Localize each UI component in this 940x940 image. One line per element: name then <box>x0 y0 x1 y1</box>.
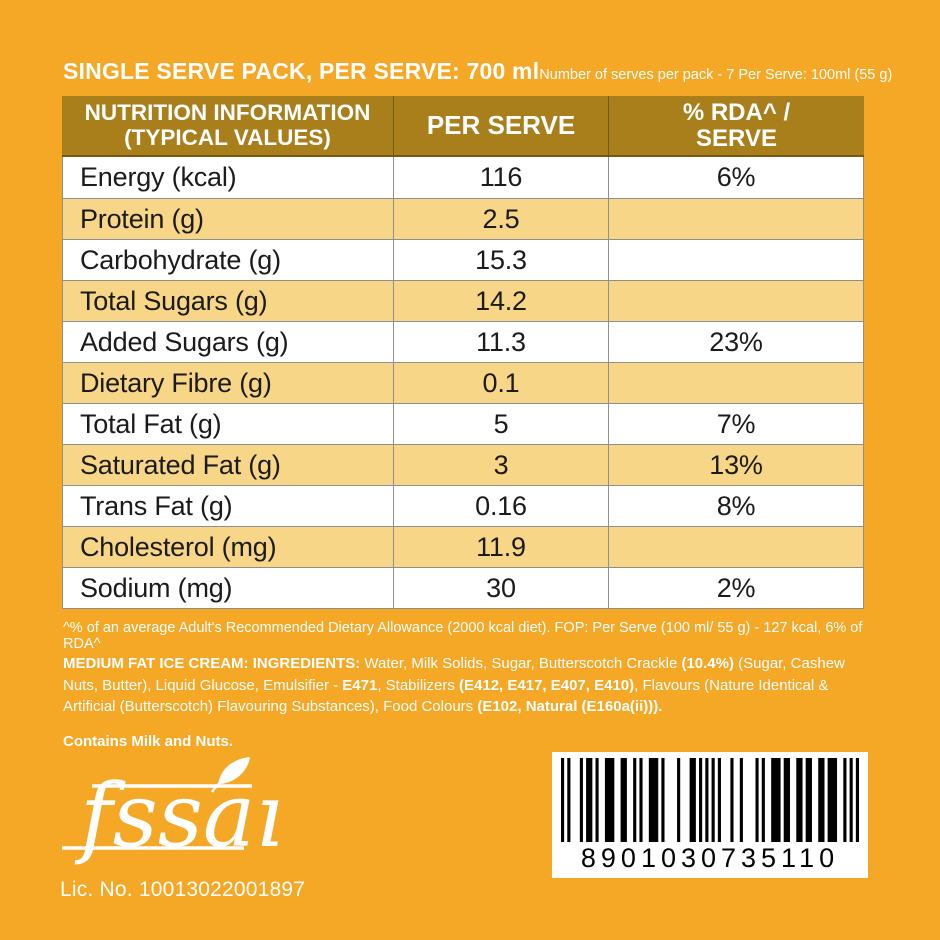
pack-title-row: SINGLE SERVE PACK, PER SERVE: 700 ml Num… <box>63 58 892 85</box>
nutrient-name: Energy (kcal) <box>80 162 237 192</box>
rda-percent-value <box>608 281 863 321</box>
nutrient-name: Trans Fat (g) <box>80 490 233 521</box>
fssai-block: fssaı Lic. No. 10013022001897 <box>60 756 320 902</box>
per-serve-value: 116 <box>393 157 608 198</box>
ingredients-segment: , Flavours (Nature Identical & Artificia… <box>63 676 829 716</box>
nutrition-table-header: NUTRITION INFORMATION (TYPICAL VALUES) P… <box>62 96 864 157</box>
ingredients-segment: E471 <box>342 676 378 694</box>
table-row: Cholesterol (mg) 11.9 <box>63 526 863 567</box>
per-serve-value: 2.5 <box>393 199 608 239</box>
rda-percent-value <box>608 240 863 280</box>
fssai-leaf-stem <box>210 779 224 793</box>
ingredients-segment: (E412, E417, E407, E410) <box>459 676 635 694</box>
per-serve-value: 14.2 <box>393 281 608 321</box>
fssai-logo-text: fssaı <box>74 764 284 867</box>
rda-percent-value: 23% <box>608 322 863 362</box>
nutrient-name: Protein (g) <box>80 203 204 234</box>
ingredients-segment: (Sugar, Cashew Nuts, Butter), Liquid Glu… <box>63 655 845 694</box>
nutrient-name: Dietary Fibre (g) <box>80 367 272 398</box>
per-serve-value: 15.3 <box>393 240 608 280</box>
header-per-serve-label: PER SERVE <box>426 110 576 141</box>
nutrition-table-body: Energy (kcal) 116 6% Protein (g) 2.5 Carbohyd… <box>62 157 864 609</box>
table-row: Carbohydrate (g) 15.3 <box>63 239 863 280</box>
barcode-number: 8901030735110 <box>580 843 840 873</box>
nutrition-table: NUTRITION INFORMATION (TYPICAL VALUES) P… <box>62 96 864 609</box>
rda-percent-value <box>608 363 863 403</box>
table-row: Dietary Fibre (g) 0.1 <box>63 362 863 403</box>
fssai-leaf-icon <box>218 757 250 784</box>
header-rda-line2: SERVE <box>696 124 777 152</box>
fssai-logo: fssaı <box>62 757 284 867</box>
header-rda-per-serve: % RDA^ / SERVE <box>608 96 864 155</box>
header-nutrition-information-line2: (TYPICAL VALUES) <box>124 124 331 150</box>
rda-percent-value: 2% <box>608 568 863 608</box>
table-row: Energy (kcal) 116 6% <box>63 157 863 198</box>
per-serve-value: 3 <box>393 445 608 485</box>
rda-percent-value: 8% <box>608 486 863 526</box>
nutrient-name: Total Sugars (g) <box>80 285 268 316</box>
pack-title: SINGLE SERVE PACK, PER SERVE: 700 ml <box>63 58 540 84</box>
ingredients-segment: (10.4%) <box>681 655 734 672</box>
rda-percent-value: 7% <box>608 404 863 444</box>
ingredients-segment: , Stabilizers <box>377 676 460 694</box>
ingredients-text: MEDIUM FAT ICE CREAM: INGREDIENTS: Water… <box>63 653 881 718</box>
ingredients-segment: MEDIUM FAT ICE CREAM: INGREDIENTS: <box>63 655 365 672</box>
nutrient-name: Added Sugars (g) <box>80 326 289 357</box>
ingredients-segment: (E102, Natural (E160a(ii))). <box>477 698 663 716</box>
nutrient-name: Carbohydrate (g) <box>80 244 281 275</box>
header-nutrition-information-line1: NUTRITION INFORMATION <box>84 100 371 126</box>
ingredients-segment: Water, Milk Solids, Sugar, Butterscotch … <box>364 655 682 672</box>
nutrient-name: Total Fat (g) <box>80 408 222 439</box>
per-serve-value: 11.3 <box>393 322 608 362</box>
table-row: Added Sugars (g) 11.3 23% <box>63 321 863 362</box>
per-serve-value: 0.1 <box>393 363 608 403</box>
table-row: Total Fat (g) 5 7% <box>63 403 863 444</box>
rda-percent-value: 13% <box>608 445 863 485</box>
per-serve-value: 30 <box>393 568 608 608</box>
table-row: Sodium (mg) 30 2% <box>63 567 863 608</box>
nutrient-name: Cholesterol (mg) <box>80 531 277 562</box>
rda-percent-value <box>608 199 863 239</box>
table-row: Saturated Fat (g) 3 13% <box>63 444 863 485</box>
rda-percent-value: 6% <box>608 157 863 198</box>
table-row: Trans Fat (g) 0.16 8% <box>63 485 863 526</box>
table-row: Protein (g) 2.5 <box>63 198 863 239</box>
header-rda-line1: % RDA^ / <box>682 98 791 126</box>
nutrient-name: Sodium (mg) <box>80 572 233 603</box>
serves-per-pack-info: Number of serves per pack - 7 Per Serve:… <box>539 67 893 83</box>
nutrient-name: Saturated Fat (g) <box>80 449 281 480</box>
table-row: Total Sugars (g) 14.2 <box>63 280 863 321</box>
per-serve-value: 5 <box>393 404 608 444</box>
barcode-bars <box>561 758 859 842</box>
rda-footnote: ^% of an average Adult's Recommended Die… <box>63 620 863 652</box>
header-nutrition-information: NUTRITION INFORMATION (TYPICAL VALUES) <box>62 96 393 155</box>
per-serve-value: 0.16 <box>393 486 608 526</box>
fssai-license: Lic. No. 10013022001897 <box>60 878 306 901</box>
per-serve-value: 11.9 <box>393 527 608 567</box>
header-per-serve: PER SERVE <box>393 96 608 155</box>
allergen-statement: Contains Milk and Nuts. <box>63 733 234 750</box>
barcode: 8901030735110 <box>552 752 868 878</box>
rda-percent-value <box>608 527 863 567</box>
